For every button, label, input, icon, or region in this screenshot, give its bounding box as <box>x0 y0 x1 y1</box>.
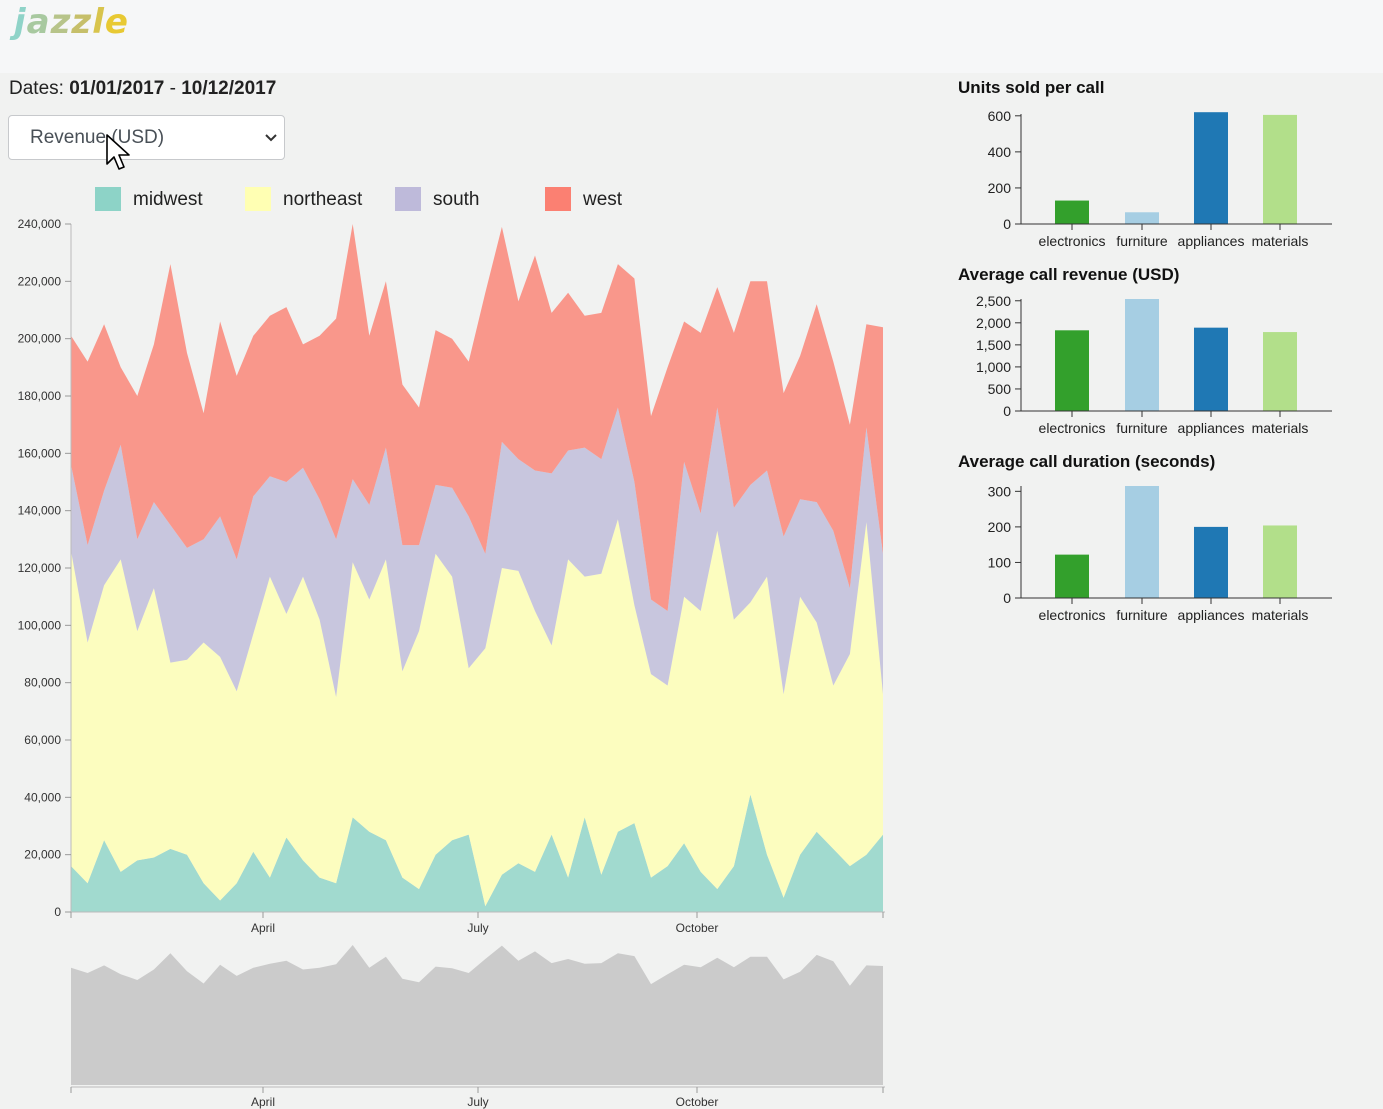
bar <box>1194 327 1228 411</box>
legend-label: west <box>582 189 623 210</box>
bar <box>1263 525 1297 598</box>
main-y-tick-label: 60,000 <box>24 733 61 747</box>
main-y-tick-label: 120,000 <box>18 561 62 575</box>
metric-select[interactable]: Revenue (USD) <box>8 115 285 160</box>
date-start: 01/01/2017 <box>69 78 165 99</box>
area-south <box>71 407 883 697</box>
bar-x-tick-label: furniture <box>1116 420 1168 436</box>
bar-x-tick-label: electronics <box>1039 420 1106 436</box>
bar-x-tick-label: electronics <box>1039 607 1106 623</box>
legend-swatch <box>395 187 421 211</box>
logo-letter: a <box>26 2 51 42</box>
main-y-tick-label: 20,000 <box>24 848 61 862</box>
main-y-tick-label: 80,000 <box>24 676 61 690</box>
chevron-down-icon <box>265 134 277 142</box>
overview-x-tick-label: July <box>467 1095 488 1109</box>
bar-chart-title: Units sold per call <box>958 78 1104 97</box>
bar-x-tick-label: appliances <box>1178 420 1245 436</box>
main-y-tick-label: 40,000 <box>24 790 61 804</box>
bar-y-tick-label: 0 <box>1003 590 1011 606</box>
bar <box>1125 486 1159 598</box>
main-x-tick-label: July <box>467 921 488 935</box>
main-x-tick-label: October <box>676 921 719 935</box>
main-y-tick-label: 240,000 <box>18 217 62 231</box>
bar-y-tick-label: 400 <box>988 144 1012 160</box>
overview-x-tick-label: April <box>251 1095 275 1109</box>
bar-x-tick-label: materials <box>1252 607 1309 623</box>
date-range: Dates: 01/01/2017 - 10/12/2017 <box>9 78 276 100</box>
metric-select-value: Revenue (USD) <box>30 127 165 148</box>
bar <box>1263 114 1297 224</box>
bar-y-tick-label: 100 <box>988 554 1012 570</box>
legend-label: northeast <box>283 189 363 210</box>
main-y-tick-label: 180,000 <box>18 389 62 403</box>
legend-label: south <box>433 189 479 210</box>
main-y-tick-label: 140,000 <box>18 504 62 518</box>
bar-x-tick-label: electronics <box>1039 233 1106 249</box>
bar-chart-title: Average call revenue (USD) <box>958 265 1179 284</box>
bar-y-tick-label: 2,000 <box>976 315 1011 331</box>
bar-y-tick-label: 0 <box>1003 216 1011 232</box>
date-separator: - <box>169 78 176 99</box>
bar-y-tick-label: 600 <box>988 108 1012 124</box>
overview-area <box>71 945 883 1085</box>
dates-label: Dates: <box>9 78 64 99</box>
bar-x-tick-label: materials <box>1252 420 1309 436</box>
bar <box>1194 526 1228 598</box>
bar-y-tick-label: 1,000 <box>976 359 1011 375</box>
overview-x-tick-label: October <box>676 1095 719 1109</box>
main-y-tick-label: 200,000 <box>18 332 62 346</box>
bar <box>1263 332 1297 411</box>
bar-y-tick-label: 200 <box>988 519 1012 535</box>
bar <box>1125 212 1159 224</box>
logo-letter: z <box>71 2 93 42</box>
logo-letter: j <box>14 2 27 42</box>
bar-x-tick-label: furniture <box>1116 607 1168 623</box>
date-end: 10/12/2017 <box>181 78 277 99</box>
bar-x-tick-label: materials <box>1252 233 1309 249</box>
bar-y-tick-label: 0 <box>1003 403 1011 419</box>
area-midwest <box>71 794 883 912</box>
bar-y-tick-label: 200 <box>988 180 1012 196</box>
bar-y-tick-label: 2,500 <box>976 293 1011 309</box>
legend-swatch <box>95 187 121 211</box>
main-x-tick-label: April <box>251 921 275 935</box>
main-y-tick-label: 220,000 <box>18 274 62 288</box>
bar <box>1055 330 1089 411</box>
main-y-tick-label: 100,000 <box>18 618 62 632</box>
top-bar: jazzle <box>0 0 1383 73</box>
main-y-tick-label: 0 <box>54 905 61 919</box>
jazzle-logo[interactable]: jazzle <box>14 2 129 42</box>
legend-label: midwest <box>133 189 203 210</box>
legend-swatch <box>245 187 271 211</box>
bar-y-tick-label: 300 <box>988 483 1012 499</box>
bar-chart-title: Average call duration (seconds) <box>958 452 1215 471</box>
bar-y-tick-label: 1,500 <box>976 337 1011 353</box>
bar <box>1055 554 1089 598</box>
area-northeast <box>71 519 883 907</box>
mouse-cursor-icon <box>106 134 130 170</box>
legend-swatch <box>545 187 571 211</box>
area-west <box>71 224 883 611</box>
logo-letter: z <box>50 2 72 42</box>
bar-x-tick-label: furniture <box>1116 233 1168 249</box>
main-y-tick-label: 160,000 <box>18 446 62 460</box>
logo-letter: e <box>104 2 129 42</box>
bar <box>1194 112 1228 224</box>
bar <box>1125 299 1159 411</box>
bar-y-tick-label: 500 <box>988 381 1012 397</box>
logo-letter: l <box>92 2 105 42</box>
bar-x-tick-label: appliances <box>1178 233 1245 249</box>
bar-x-tick-label: appliances <box>1178 607 1245 623</box>
bar <box>1055 200 1089 224</box>
